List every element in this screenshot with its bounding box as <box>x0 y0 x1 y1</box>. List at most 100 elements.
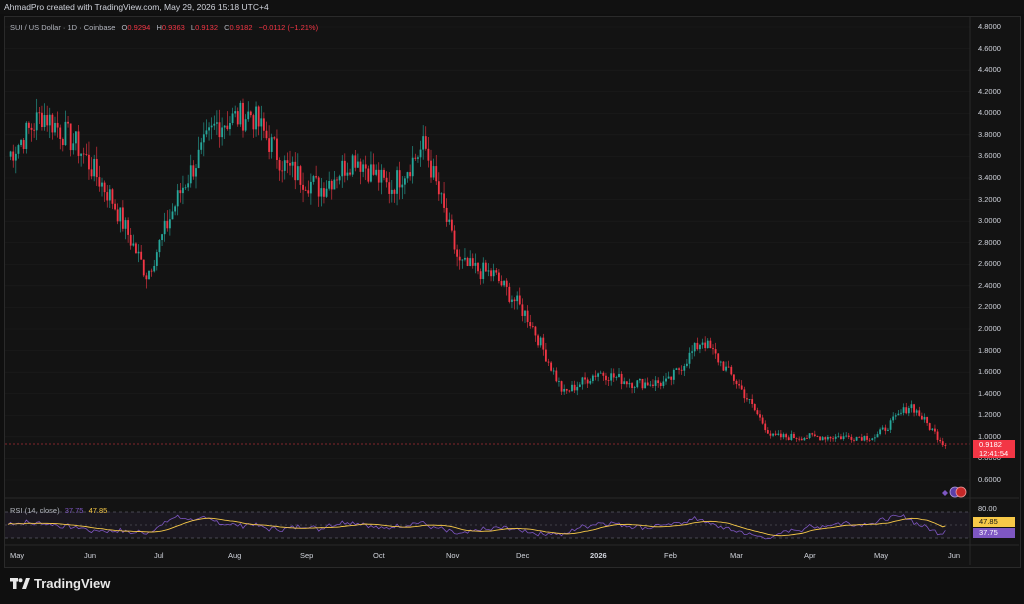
candle-body <box>59 127 62 140</box>
symbol-legend[interactable]: SUI / US Dollar · 1D · Coinbase O0.9294 … <box>10 23 318 32</box>
candle-body <box>422 136 425 150</box>
candle-body <box>349 172 351 175</box>
candle-body <box>215 122 218 124</box>
tradingview-logo[interactable]: TradingView <box>10 576 110 591</box>
candle-body <box>41 112 43 128</box>
candle-body <box>529 322 532 327</box>
time-axis-tick: Apr <box>804 551 816 560</box>
candle-body <box>576 386 579 391</box>
price-axis-tick: 2.6000 <box>978 259 1001 269</box>
candle-body <box>568 390 571 392</box>
candle-body <box>662 381 665 386</box>
candle-body <box>411 157 414 177</box>
candle-body <box>145 275 148 280</box>
candle-body <box>696 342 699 350</box>
chart-caption: AhmadPro created with TradingView.com, M… <box>4 2 269 12</box>
candle-body <box>659 383 662 386</box>
candle-body <box>80 153 83 156</box>
candle-body <box>774 433 777 435</box>
candle-body <box>808 433 811 439</box>
candle-body <box>641 378 644 389</box>
candle-body <box>547 361 550 363</box>
candle-body <box>103 182 106 193</box>
candle-body <box>842 436 845 440</box>
candle-body <box>743 389 746 399</box>
candle-body <box>176 190 179 207</box>
candle-body <box>69 123 72 151</box>
candle-body <box>67 121 69 124</box>
candle-body <box>283 160 286 171</box>
price-axis[interactable]: 4.8000 4.6000 4.4000 4.2000 4.0000 3.8000 3.60… <box>970 0 1016 604</box>
price-axis-tick: 2.0000 <box>978 324 1001 333</box>
price-axis-tick: 1.2000 <box>978 410 1001 420</box>
candle-body <box>182 187 184 194</box>
candle-body <box>824 437 827 440</box>
candle-body <box>631 383 633 388</box>
candle-body <box>526 310 529 323</box>
candle-body <box>521 304 524 316</box>
low-value: 0.9132 <box>195 23 219 32</box>
candle-body <box>25 122 28 149</box>
time-axis-tick: May <box>874 551 889 560</box>
rsi-legend-value: 37.75 <box>64 506 84 515</box>
candle-body <box>424 136 427 149</box>
candle-body <box>388 182 391 194</box>
candle-body <box>544 349 547 362</box>
candle-body <box>850 436 853 440</box>
candle-body <box>189 165 192 184</box>
event-markers[interactable] <box>940 485 970 503</box>
candle-body <box>262 118 265 131</box>
candle-body <box>560 381 563 392</box>
candle-body <box>539 337 542 346</box>
candle-body <box>291 161 294 166</box>
candle-body <box>33 129 36 131</box>
candle-body <box>98 177 101 187</box>
calendar-event-icon[interactable] <box>940 486 970 498</box>
tradingview-logo-icon <box>10 577 30 589</box>
candle-body <box>445 207 448 222</box>
rsi-ma-line <box>7 517 946 537</box>
candle-body <box>607 380 610 381</box>
candle-body <box>383 169 385 178</box>
time-axis-tick: Mar <box>730 551 743 560</box>
candle-body <box>448 219 451 222</box>
candle-body <box>495 270 498 273</box>
tradingview-logo-text: TradingView <box>34 576 111 591</box>
candle-body <box>497 272 500 282</box>
candle-body <box>161 234 163 241</box>
candle-body <box>252 115 255 130</box>
chart-panel[interactable] <box>4 16 1021 568</box>
low-label: L <box>190 23 196 32</box>
candle-body <box>323 188 325 197</box>
candle-body <box>672 369 675 380</box>
candle-body <box>503 280 506 286</box>
open-label: O <box>121 23 128 32</box>
candle-body <box>667 376 670 379</box>
candle-body <box>657 380 660 384</box>
candle-body <box>868 439 871 441</box>
candle-body <box>740 385 743 390</box>
candle-body <box>665 378 667 382</box>
candle-body <box>362 164 365 172</box>
candle-body <box>210 125 213 128</box>
rsi-axis[interactable]: 80.00 <box>970 0 1016 604</box>
candle-body <box>884 427 887 431</box>
candle-body <box>432 166 435 178</box>
candle-body <box>819 436 821 441</box>
candle-body <box>779 433 782 438</box>
time-axis-tick: Feb <box>664 551 677 560</box>
candle-body <box>461 259 464 261</box>
candle-body <box>756 410 759 415</box>
close-label: C <box>224 23 230 32</box>
candle-body <box>513 299 516 302</box>
candle-body <box>897 413 900 416</box>
candle-body <box>121 207 124 229</box>
candle-body <box>464 257 466 260</box>
candle-body <box>730 366 733 375</box>
candle-body <box>769 433 772 436</box>
rsi-legend[interactable]: RSI (14, close) 37.75 47.85 <box>10 506 107 515</box>
candle-body <box>638 378 641 381</box>
candle-body <box>393 189 396 194</box>
candle-body <box>132 243 135 246</box>
